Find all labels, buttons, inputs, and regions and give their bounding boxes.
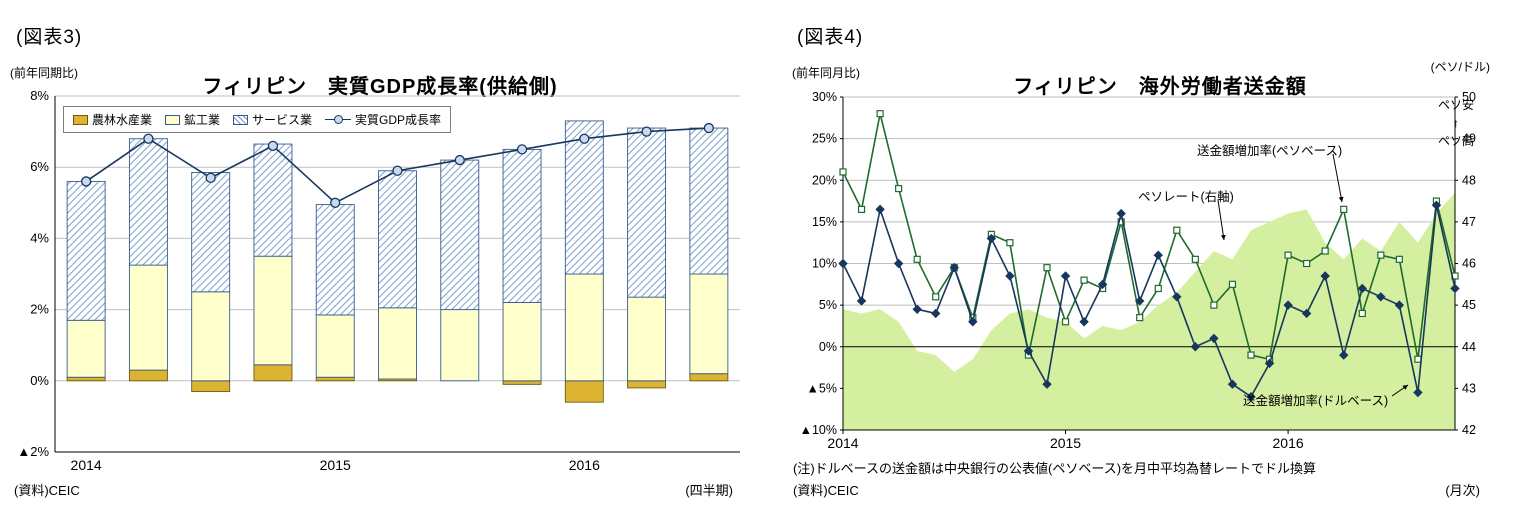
svg-text:47: 47 xyxy=(1462,215,1476,229)
legend-item-agriculture: 農林水産業 xyxy=(73,111,152,128)
frequency-note: (四半期) xyxy=(685,483,733,498)
svg-text:42: 42 xyxy=(1462,423,1476,437)
svg-text:5%: 5% xyxy=(819,298,837,312)
y-axis-unit-left-label: (前年同月比) xyxy=(792,66,860,80)
svg-text:▲10%: ▲10% xyxy=(800,423,837,437)
svg-text:25%: 25% xyxy=(812,132,837,146)
svg-text:46: 46 xyxy=(1462,257,1476,271)
industry-swatch-icon xyxy=(165,114,181,125)
svg-text:0%: 0% xyxy=(30,373,49,388)
peso-weak-label: ペソ安 xyxy=(1437,98,1474,112)
annotation-peso-rate: ペソレート(右軸) xyxy=(1138,190,1234,204)
svg-text:▲5%: ▲5% xyxy=(807,381,837,395)
chart-legend: 農林水産業 鉱工業 サービス業 実質GDP成長率 xyxy=(63,106,452,133)
y-axis-unit-label: (前年同期比) xyxy=(10,66,78,80)
frequency-note: (月次) xyxy=(1445,483,1480,498)
svg-text:44: 44 xyxy=(1462,340,1476,354)
peso-strong-label: ペソ高 xyxy=(1437,134,1474,148)
annotation-dollar-base: 送金額増加率(ドルベース) xyxy=(1243,394,1389,408)
svg-text:15%: 15% xyxy=(812,215,837,229)
svg-text:▲2%: ▲2% xyxy=(17,444,49,459)
figure-label: (図表3) xyxy=(16,27,83,48)
source-note: (資料)CEIC xyxy=(793,483,859,498)
figure-4-remittances-chart: (図表4) (前年同月比) フィリピン 海外労働者送金額 (ペソ/ドル) ペソ安… xyxy=(790,0,1526,529)
legend-label: 鉱工業 xyxy=(184,113,221,127)
up-arrow-icon: ↑ xyxy=(1453,116,1459,130)
legend-label: サービス業 xyxy=(252,113,313,127)
legend-item-gdp-line: 実質GDP成長率 xyxy=(325,111,441,128)
svg-text:4%: 4% xyxy=(30,230,49,245)
peso-direction-note: ペソ安 ↑ ペソ高 xyxy=(1428,96,1484,150)
svg-text:2016: 2016 xyxy=(1273,435,1304,451)
svg-text:2016: 2016 xyxy=(569,457,600,473)
svg-text:43: 43 xyxy=(1462,381,1476,395)
remittances-line-area-chart: 30% 25% 20% 15% 10% 5% 0% ▲5% ▲10% 50 49 48 47 46 45 44… xyxy=(800,90,1476,451)
svg-text:2015: 2015 xyxy=(1050,435,1081,451)
svg-text:6%: 6% xyxy=(30,159,49,174)
annotation-peso-base: 送金額増加率(ペソベース) xyxy=(1197,144,1343,158)
chart-title: フィリピン 実質GDP成長率(供給側) xyxy=(202,76,558,98)
svg-text:8%: 8% xyxy=(30,88,49,103)
chart-title: フィリピン 海外労働者送金額 xyxy=(1013,76,1307,98)
legend-label: 農林水産業 xyxy=(92,113,153,127)
gdp-line-marker-icon xyxy=(325,114,352,125)
figure-3-gdp-supply-chart: (図表3) (前年同期比) フィリピン 実質GDP成長率(供給側) 農林水産業 … xyxy=(0,0,760,529)
svg-text:45: 45 xyxy=(1462,298,1476,312)
figure-label: (図表4) xyxy=(797,27,864,48)
services-swatch-icon xyxy=(233,114,249,125)
svg-text:0%: 0% xyxy=(819,340,837,354)
svg-text:20%: 20% xyxy=(812,173,837,187)
svg-text:2015: 2015 xyxy=(320,457,351,473)
svg-text:10%: 10% xyxy=(812,257,837,271)
footnote: (注)ドルベースの送金額は中央銀行の公表値(ペソベース)を月中平均為替レートでド… xyxy=(793,461,1317,476)
agriculture-swatch-icon xyxy=(73,114,88,125)
svg-text:50: 50 xyxy=(1462,90,1476,104)
source-note: (資料)CEIC xyxy=(14,483,80,498)
svg-text:2%: 2% xyxy=(30,302,49,317)
svg-text:49: 49 xyxy=(1462,132,1476,146)
svg-text:30%: 30% xyxy=(812,90,837,104)
svg-text:48: 48 xyxy=(1462,173,1476,187)
legend-item-services: サービス業 xyxy=(233,111,312,128)
legend-label: 実質GDP成長率 xyxy=(355,113,442,127)
legend-item-industry: 鉱工業 xyxy=(165,111,220,128)
svg-text:2014: 2014 xyxy=(827,435,858,451)
svg-text:2014: 2014 xyxy=(71,457,102,473)
y-axis-unit-right-label: (ペソ/ドル) xyxy=(1430,60,1490,74)
gdp-growth-stacked-bar-chart: 8% 6% 4% 2% 0% ▲2% 2014 2015 2016 xyxy=(17,88,740,473)
